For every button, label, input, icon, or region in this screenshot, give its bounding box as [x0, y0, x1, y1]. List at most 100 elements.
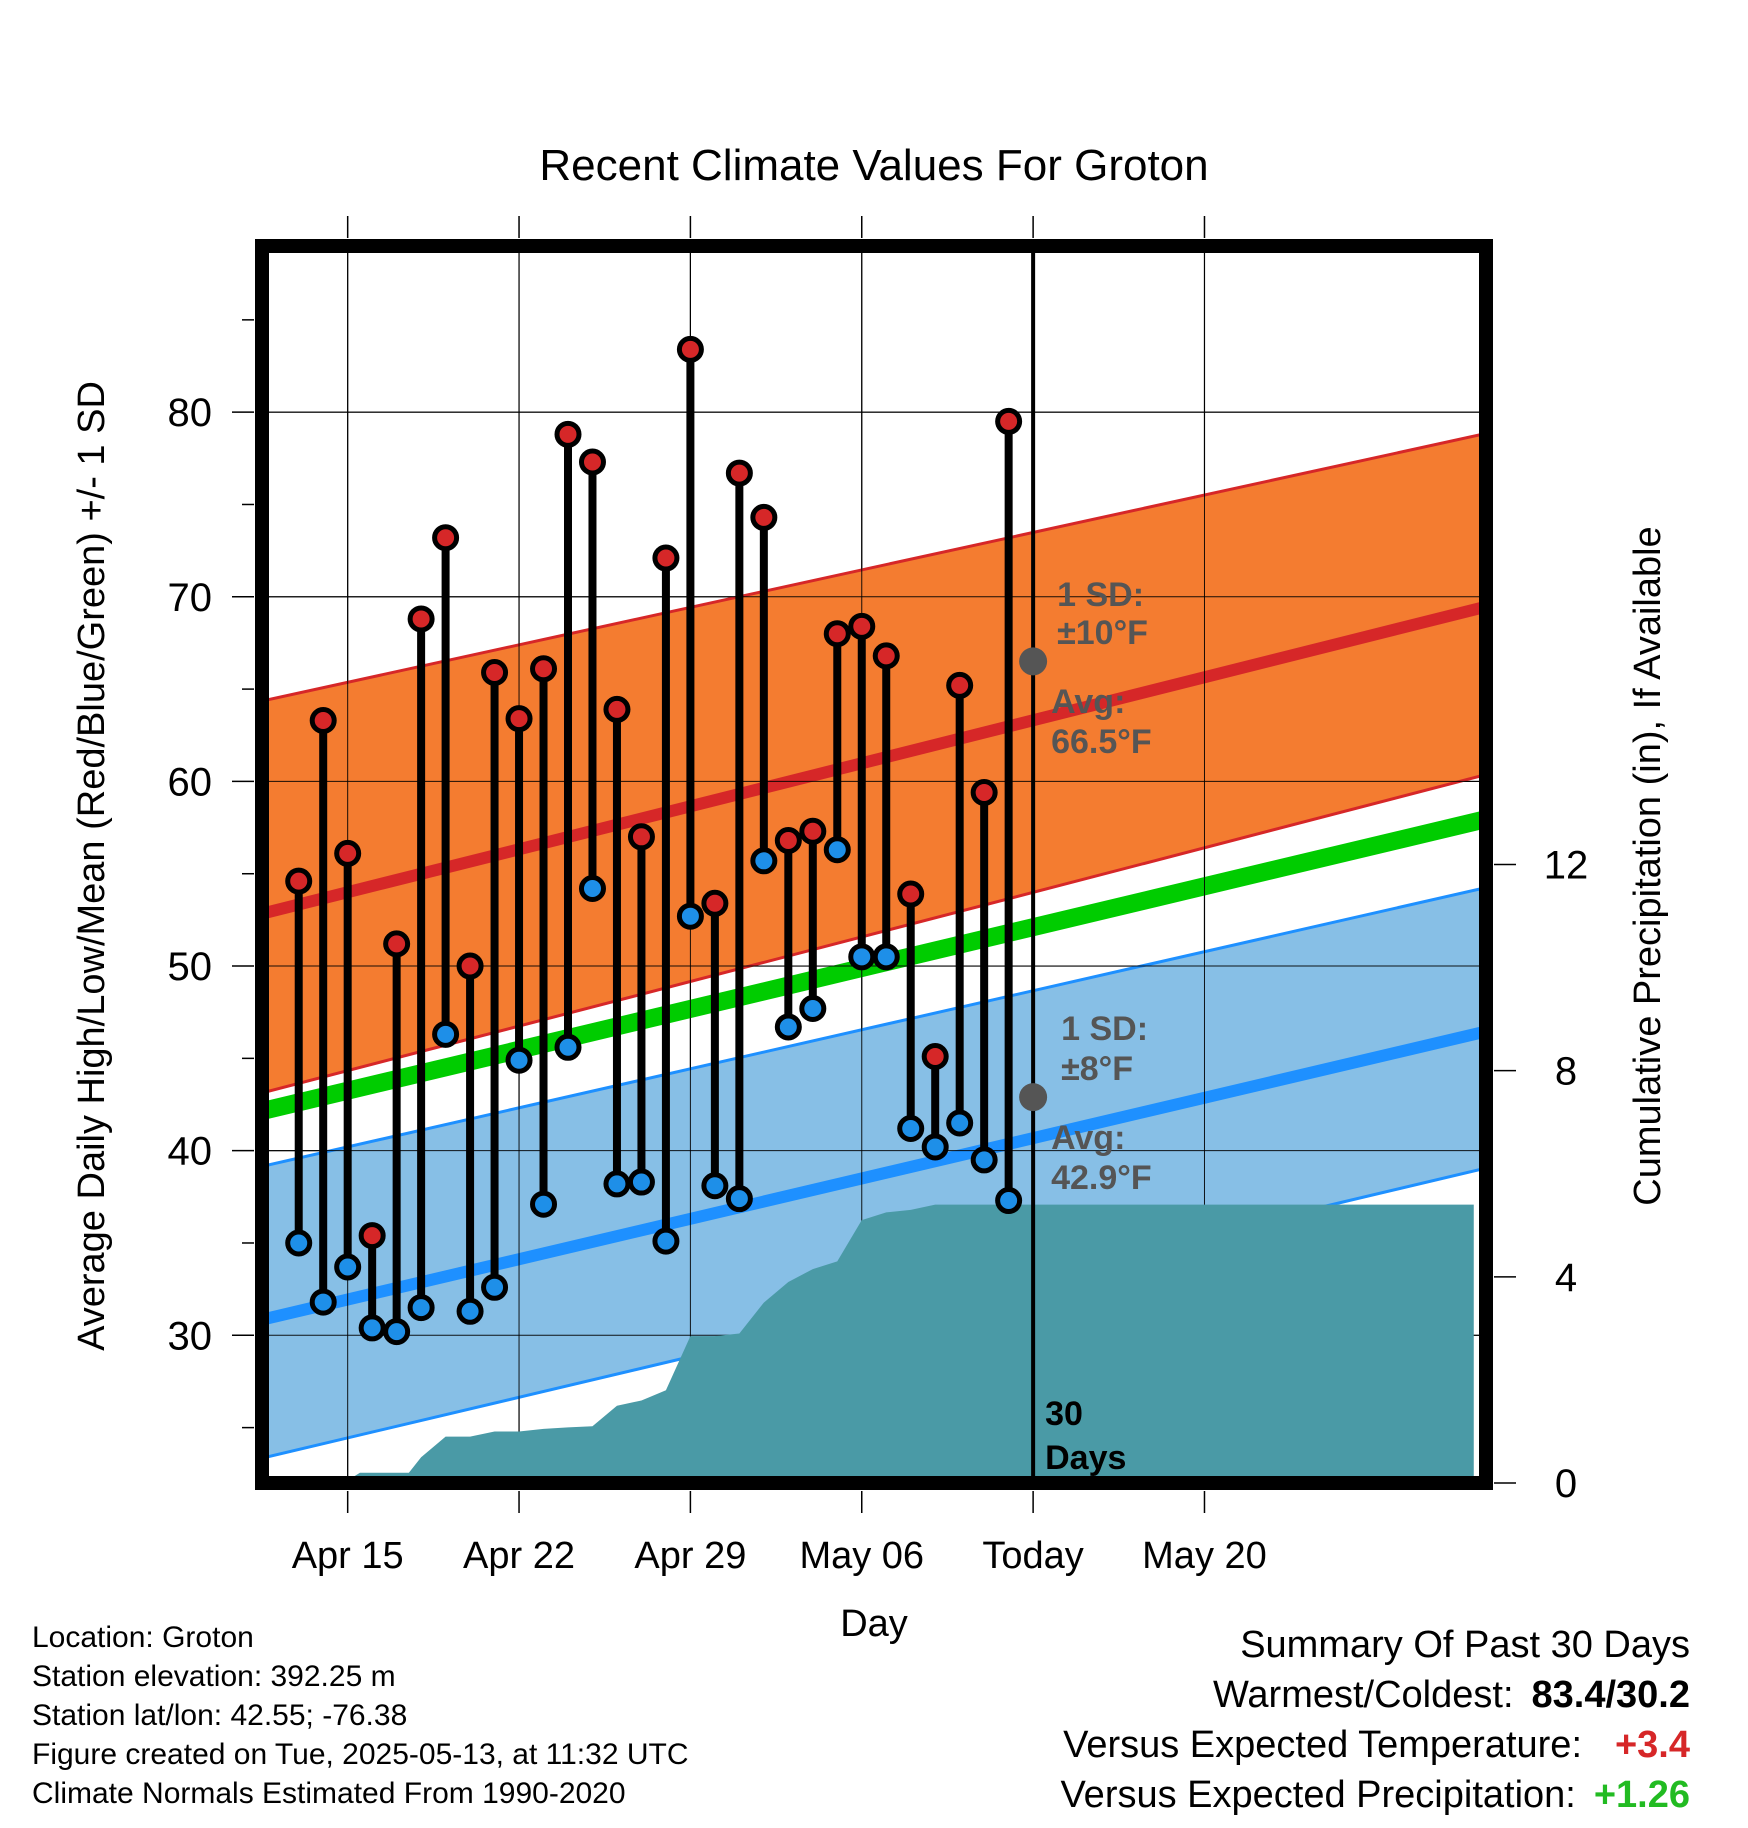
summary-panel: Summary Of Past 30 Days Warmest/Coldest:…: [1060, 1620, 1690, 1820]
daily-high-point: [383, 930, 411, 958]
high-avg-annotation-0: Avg:: [1051, 683, 1125, 721]
daily-high-point: [358, 1222, 386, 1250]
y2-tick-label: 0: [1555, 1462, 1577, 1506]
high-avg-annotation-1: 66.5°F: [1051, 723, 1152, 761]
summary-title: Summary Of Past 30 Days: [1240, 1624, 1690, 1666]
info-elevation: Station elevation: 392.25 m: [32, 1660, 396, 1693]
summary-warmest-row: Warmest/Coldest: 83.4/30.2: [1060, 1670, 1690, 1720]
low-sd-annotation-0: 1 SD:: [1061, 1010, 1148, 1048]
plot-content: [262, 246, 1486, 1483]
today-days-label-0: 30: [1045, 1395, 1083, 1433]
daily-low-point: [676, 902, 704, 930]
summary-precip-row: Versus Expected Precipitation: +1.26: [1060, 1770, 1690, 1820]
daily-high-point: [701, 889, 729, 917]
daily-high-point: [995, 407, 1023, 435]
daily-low-point: [701, 1172, 729, 1200]
daily-low-point: [456, 1297, 484, 1325]
precip-area: [323, 1204, 1474, 1483]
precip-value: +1.26: [1593, 1774, 1690, 1816]
x-tick-label: May 06: [799, 1535, 924, 1577]
daily-low-point: [407, 1294, 435, 1322]
daily-high-point: [285, 867, 313, 895]
warmest-label: Warmest/Coldest:: [1212, 1674, 1514, 1716]
daily-low-point: [505, 1046, 533, 1074]
axes: 30 40 50 60 70 80 0 4 8 12 Apr 15 Apr 22 Apr 29 May 0…: [168, 216, 1589, 1577]
daily-low-point: [554, 1033, 582, 1061]
y2-tick-label: 8: [1555, 1050, 1577, 1094]
temp-value: +3.4: [1614, 1724, 1690, 1766]
daily-low-point: [309, 1288, 337, 1316]
daily-low-point: [750, 847, 778, 875]
y-tick-label: 70: [168, 576, 213, 620]
daily-high-point: [676, 335, 704, 363]
daily-low-point: [848, 943, 876, 971]
chart-title: Recent Climate Values For Groton: [539, 141, 1208, 190]
x-tick-label: Apr 15: [292, 1535, 404, 1577]
daily-low-point: [603, 1170, 631, 1198]
low-sd-annotation-1: ±8°F: [1061, 1050, 1133, 1088]
daily-high-point: [652, 544, 680, 572]
daily-high-point: [725, 459, 753, 487]
high-sd-annotation-0: 1 SD:: [1057, 576, 1144, 614]
daily-low-point: [946, 1109, 974, 1137]
daily-high-point: [897, 880, 925, 908]
daily-high-point: [946, 671, 974, 699]
y-tick-label: 40: [168, 1130, 213, 1174]
daily-low-point: [823, 836, 851, 864]
temp-label: Versus Expected Temperature:: [1063, 1724, 1582, 1766]
y2-tick-label: 4: [1555, 1256, 1577, 1300]
y-axis-label: Average Daily High/Low/Mean (Red/Blue/Gr…: [71, 381, 113, 1351]
daily-low-point: [725, 1185, 753, 1213]
daily-high-point: [481, 658, 509, 686]
low-normal-line: [262, 1025, 1486, 1326]
x-tick-label: Apr 29: [634, 1535, 746, 1577]
daily-high-point: [334, 839, 362, 867]
daily-high-point: [578, 448, 606, 476]
today-low-avg-marker: [1019, 1083, 1048, 1112]
daily-low-point: [481, 1273, 509, 1301]
high-sd-band-lower-edge: [262, 773, 1486, 1095]
low-avg-annotation-1: 42.9°F: [1051, 1159, 1152, 1197]
daily-high-point: [554, 420, 582, 448]
daily-low-point: [358, 1314, 386, 1342]
info-latlon: Station lat/lon: 42.55; -76.38: [32, 1699, 408, 1732]
daily-low-point: [774, 1013, 802, 1041]
daily-high-point: [750, 503, 778, 531]
high-sd-annotation-1: ±10°F: [1057, 614, 1148, 652]
x-tick-label: Apr 22: [463, 1535, 575, 1577]
info-location: Location: Groton: [32, 1621, 254, 1654]
station-info: Location: Groton Station elevation: 392.…: [32, 1618, 689, 1813]
y-tick-label: 30: [168, 1314, 213, 1358]
daily-low-point: [897, 1115, 925, 1143]
today-days-label-1: Days: [1045, 1439, 1126, 1477]
y-tick-label: 80: [168, 391, 213, 435]
daily-high-point: [872, 642, 900, 670]
info-normals: Climate Normals Estimated From 1990-2020: [32, 1777, 626, 1810]
daily-low-point: [578, 875, 606, 903]
info-created: Figure created on Tue, 2025-05-13, at 11…: [32, 1738, 689, 1771]
daily-high-point: [505, 705, 533, 733]
daily-low-point: [652, 1227, 680, 1255]
low-sd-band-upper-edge: [262, 886, 1486, 1168]
y-tick-label: 50: [168, 945, 213, 989]
y2-tick-label: 12: [1544, 844, 1589, 888]
daily-low-point: [970, 1146, 998, 1174]
daily-high-point: [921, 1043, 949, 1071]
high-sd-band-upper-edge: [262, 432, 1486, 703]
daily-low-point: [432, 1020, 460, 1048]
daily-low-point: [285, 1229, 313, 1257]
daily-low-point: [627, 1168, 655, 1196]
daily-low-point: [334, 1253, 362, 1281]
daily-high-point: [848, 612, 876, 640]
today-high-avg-marker: [1019, 647, 1048, 676]
x-tick-label: Today: [982, 1535, 1083, 1577]
daily-high-point: [407, 605, 435, 633]
daily-high-point: [774, 826, 802, 854]
daily-high-point: [799, 817, 827, 845]
x-tick-label: May 20: [1142, 1535, 1267, 1577]
daily-high-point: [823, 620, 851, 648]
daily-low-point: [995, 1187, 1023, 1215]
high-normal-line: [262, 600, 1486, 920]
